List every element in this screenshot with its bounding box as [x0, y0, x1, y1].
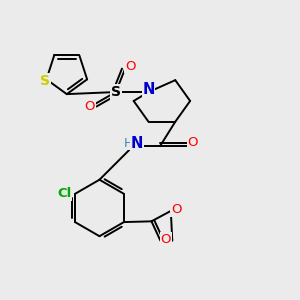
Text: H: H — [124, 137, 133, 150]
Text: O: O — [187, 136, 198, 149]
Text: Cl: Cl — [58, 187, 72, 200]
Text: O: O — [160, 233, 171, 246]
Text: N: N — [130, 136, 143, 151]
Text: O: O — [125, 60, 135, 73]
Text: S: S — [40, 74, 50, 88]
Text: N: N — [142, 82, 155, 97]
Text: O: O — [171, 203, 181, 216]
Text: S: S — [111, 85, 121, 99]
Text: O: O — [84, 100, 95, 113]
